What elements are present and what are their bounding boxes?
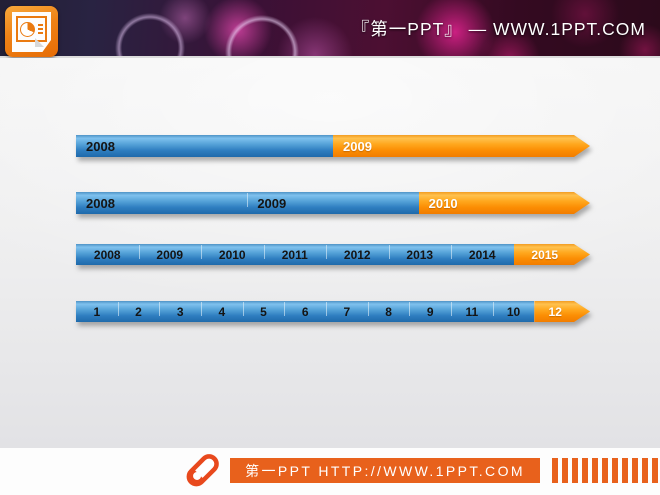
timeline-segment-1: 1 [76, 301, 118, 322]
timeline-segment-4: 4 [201, 301, 243, 322]
stripe-bar [592, 458, 598, 483]
segment-label: 5 [260, 304, 267, 319]
timeline-segment-3: 3 [159, 301, 202, 322]
segment-label: 12 [548, 304, 562, 319]
timeline-segment-2014: 2014 [451, 244, 514, 265]
segment-label: 6 [301, 304, 309, 319]
timeline-bar-2: 2008 2009 2010 [76, 192, 590, 214]
segment-label: 1 [93, 304, 101, 319]
page-fold-icon [35, 38, 44, 47]
timeline-segment-2011: 2011 [263, 244, 326, 265]
timeline-segment-9: 9 [409, 301, 452, 322]
footer-banner: 第一PPT HTTP://WWW.1PPT.COM [0, 448, 660, 495]
stripe-bar [552, 458, 558, 483]
stripe-bar [562, 458, 568, 483]
timeline-segment-2008: 2008 [76, 244, 139, 265]
timeline-segment-5: 5 [242, 301, 285, 322]
segment-label: 2010 [218, 247, 246, 262]
text-lines-icon [38, 24, 43, 34]
segment-label: 3 [176, 304, 184, 319]
footer-url: 第一PPT HTTP://WWW.1PPT.COM [230, 458, 540, 483]
segment-label: 10 [506, 304, 521, 319]
stripe-bar [612, 458, 618, 483]
powerpoint-logo-icon [5, 6, 58, 57]
timeline-segment-10: 10 [492, 301, 535, 322]
timeline-segment-2015: 2015 [514, 244, 591, 265]
document-sheet-icon [12, 12, 51, 52]
pen-clip-icon [186, 454, 219, 487]
timeline-segment-6: 6 [284, 301, 327, 322]
segment-label: 2013 [406, 247, 434, 262]
brand-text: 『第一PPT』 — WWW.1PPT.COM [351, 18, 646, 39]
timeline-segment-2013: 2013 [388, 244, 451, 265]
segment-label: 2009 [343, 138, 372, 154]
segment-label: 2 [135, 304, 142, 319]
timeline-bar-4: 1 2 3 4 5 6 7 8 9 11 10 12 [76, 301, 590, 322]
timeline-segment-2010: 2010 [201, 244, 264, 265]
timeline-segment-2009: 2009 [333, 135, 590, 157]
timeline-bars: 2008 2009 2008 2009 2010 2008 2009 2010 2011 2012… [76, 0, 590, 390]
segment-label: 2009 [257, 195, 287, 211]
segment-label: 2015 [531, 247, 559, 262]
segment-label: 2008 [86, 138, 115, 154]
timeline-segment-2009: 2009 [247, 192, 419, 214]
timeline-bar-3: 2008 2009 2010 2011 2012 2013 2014 2015 [76, 244, 590, 265]
pie-chart-icon [20, 21, 35, 37]
footer-stripe-pattern [552, 458, 658, 483]
segment-label: 7 [343, 304, 351, 319]
segment-label: 11 [465, 304, 479, 319]
timeline-segment-2009: 2009 [138, 244, 201, 265]
timeline-segment-2010: 2010 [419, 192, 590, 214]
timeline-segment-11: 11 [451, 301, 493, 322]
slide-content: 2008 2009 2008 2009 2010 2008 2009 2010 2011 2012… [0, 58, 660, 448]
segment-label: 2008 [86, 195, 115, 211]
segment-label: 2011 [281, 247, 308, 262]
timeline-segment-2008: 2008 [76, 135, 333, 157]
segment-label: 2014 [468, 247, 496, 262]
stripe-bar [632, 458, 638, 483]
header-banner: 『第一PPT』 — WWW.1PPT.COM [0, 0, 660, 58]
segment-label: 2008 [93, 247, 121, 262]
segment-label: 9 [426, 304, 434, 319]
stripe-bar [602, 458, 608, 483]
segment-label: 2010 [428, 195, 458, 211]
segment-label: 8 [385, 304, 392, 319]
timeline-segment-2012: 2012 [326, 244, 389, 265]
segment-label: 4 [218, 304, 226, 319]
slide-frame-icon [16, 16, 47, 42]
timeline-segment-8: 8 [367, 301, 410, 322]
timeline-segment-2008: 2008 [76, 192, 248, 214]
stripe-bar [572, 458, 578, 483]
timeline-segment-12: 12 [534, 301, 590, 322]
stripe-bar [652, 458, 658, 483]
timeline-bar-1: 2008 2009 [76, 135, 590, 157]
stripe-bar [622, 458, 628, 483]
stripe-bar [582, 458, 588, 483]
stripe-bar [642, 458, 648, 483]
segment-label: 2012 [343, 247, 371, 262]
segment-label: 2009 [156, 247, 184, 262]
timeline-segment-7: 7 [326, 301, 368, 322]
timeline-segment-2: 2 [117, 301, 160, 322]
